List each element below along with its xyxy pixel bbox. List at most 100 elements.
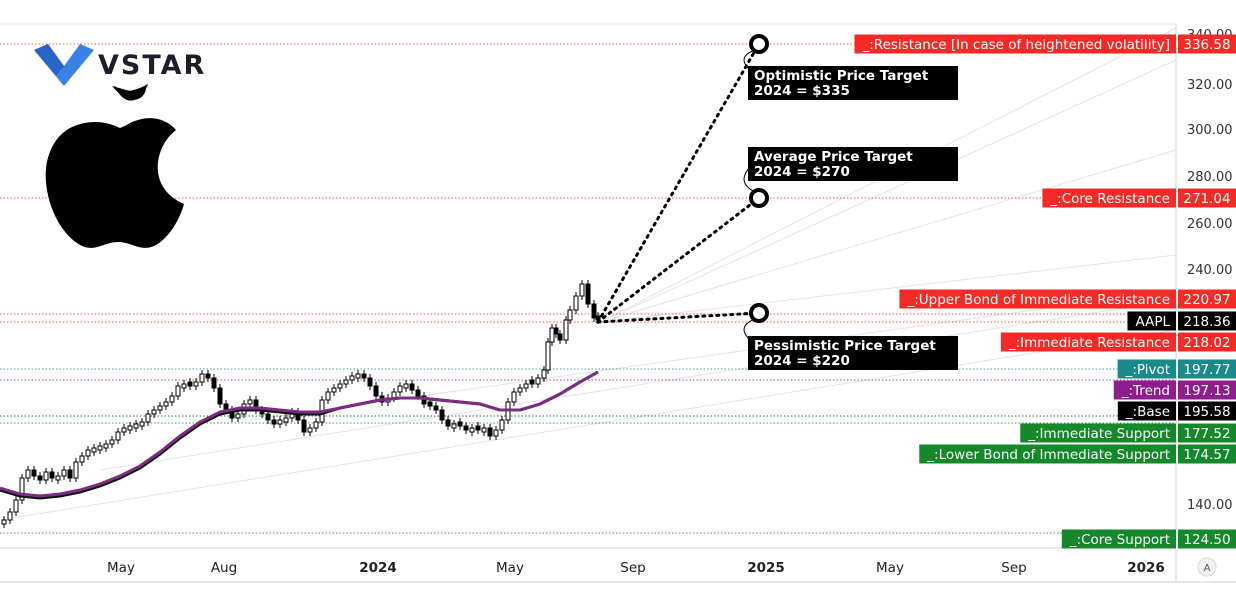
level-value: 197.77 (1183, 362, 1230, 378)
level-name-box (1020, 423, 1176, 443)
candle-body (517, 387, 523, 393)
level-value-box (1178, 359, 1236, 379)
trend-ray (599, 254, 1177, 323)
candle-body (121, 427, 127, 433)
x-tick-label: Sep (1001, 560, 1026, 576)
brand-name: VSTAR (98, 50, 206, 81)
candle-body (43, 471, 49, 481)
y-tick-label: 140.00 (1187, 498, 1233, 513)
candle-body (307, 427, 313, 433)
apple-leaf-fill (114, 84, 148, 101)
candle-body (541, 369, 547, 379)
candle-body (579, 283, 585, 297)
candle-body (217, 387, 223, 405)
apple-body (45, 118, 185, 248)
level-name-box (899, 289, 1176, 309)
target-box (748, 336, 958, 370)
level-value-box (1178, 380, 1236, 400)
candle-body (193, 381, 199, 387)
candle-body (7, 511, 13, 521)
level-value-box (1178, 401, 1236, 421)
candle-body (463, 425, 469, 431)
candle-body (25, 469, 31, 479)
candle-body (109, 439, 115, 445)
y-tick-label: 300.00 (1187, 123, 1233, 138)
candle-body (67, 469, 73, 479)
apple-logo-icon (45, 84, 185, 248)
candle-body (37, 475, 43, 481)
target-value: 2024 = $335 (754, 83, 850, 99)
candle-body (139, 421, 145, 427)
candle-body (549, 327, 555, 343)
candle-body (403, 383, 409, 389)
x-tick-label: 2025 (747, 560, 785, 576)
candle-body (1, 519, 7, 525)
level-value: 336.58 (1183, 37, 1230, 53)
target-value: 2024 = $270 (754, 164, 850, 180)
y-tick-label: 260.00 (1187, 217, 1233, 232)
axis-settings-badge[interactable] (1197, 557, 1217, 577)
x-tick-label: Sep (620, 560, 645, 576)
candle-body (325, 391, 331, 401)
candle-body (169, 395, 175, 403)
level-name: AAPL (1135, 314, 1170, 330)
candle-body (127, 425, 133, 431)
x-tick-label: May (876, 560, 904, 576)
axis-badge-label: A (1204, 563, 1211, 574)
candle-body (475, 425, 481, 431)
level-value: 220.97 (1183, 292, 1230, 308)
candle-body (499, 419, 505, 431)
candle-body (175, 385, 181, 397)
candle-body (481, 427, 487, 433)
candle-body (211, 377, 217, 389)
target-dotted-line (596, 42, 761, 324)
level-value: 218.02 (1183, 335, 1230, 351)
x-tick-label: May (107, 560, 135, 576)
level-value-box (1178, 423, 1236, 443)
x-tick-label: Aug (211, 560, 237, 576)
target-dotted-line (596, 196, 761, 324)
candle-body (205, 373, 211, 379)
candle-body (313, 421, 319, 429)
y-tick-label: 280.00 (1187, 170, 1233, 185)
candle-body (49, 471, 55, 479)
candle-body (181, 383, 187, 389)
level-name: _:Pivot (1125, 362, 1170, 378)
level-name-box (1042, 188, 1176, 208)
candle-body (355, 373, 361, 379)
level-name: _:Immediate Support (1027, 426, 1170, 442)
trend-ray (599, 59, 1177, 323)
candle-body (337, 383, 343, 389)
candle-body (545, 341, 551, 371)
level-value-box (1178, 311, 1236, 331)
candle-body (277, 419, 283, 425)
level-value-box (1178, 34, 1236, 54)
level-value: 271.04 (1183, 191, 1230, 207)
candle-body (331, 387, 337, 393)
candle-body (493, 429, 499, 437)
level-name-box (1000, 332, 1176, 352)
level-name: _:Resistance [In case of heightened vola… (862, 37, 1171, 53)
candle-body (133, 423, 139, 429)
y-tick-label: 240.00 (1187, 263, 1233, 278)
candle-body (163, 401, 169, 407)
target-box (748, 147, 958, 181)
level-value: 124.50 (1183, 532, 1230, 548)
candle-body (157, 405, 163, 411)
candle-body (457, 421, 463, 427)
candle-body (563, 319, 569, 341)
candle-body (511, 391, 517, 403)
candle-body (73, 461, 79, 479)
candle-body (199, 373, 205, 383)
y-tick-label: 320.00 (1187, 78, 1233, 93)
candle-body (487, 427, 493, 437)
candle-body (343, 379, 349, 385)
trend-ray (99, 299, 1177, 471)
trend-ray (0, 329, 1177, 521)
candle-body (13, 499, 19, 513)
level-value: 197.13 (1183, 383, 1230, 399)
candle-body (271, 419, 277, 425)
candle-body (301, 419, 307, 433)
level-value-box (1178, 444, 1236, 464)
